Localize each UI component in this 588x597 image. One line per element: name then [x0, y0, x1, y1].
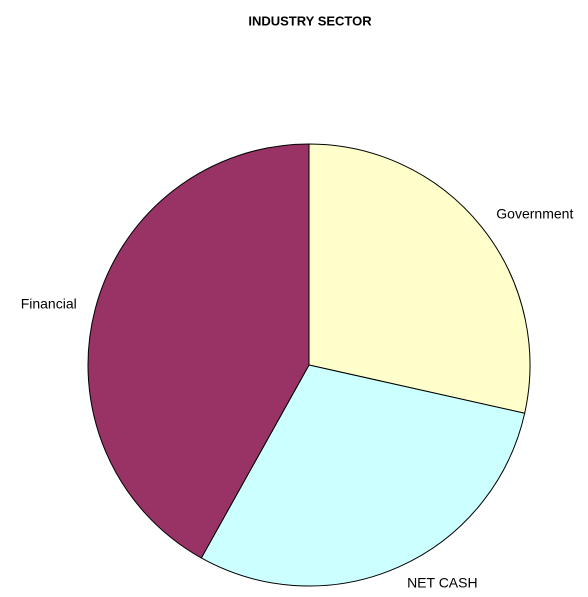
pie-slice [308, 143, 531, 414]
pie-slice [200, 364, 526, 587]
slice-label: Financial [21, 295, 77, 311]
slice-label: NET CASH [407, 575, 478, 591]
pie-slice [87, 143, 310, 559]
chart-title: INDUSTRY SECTOR [248, 13, 372, 28]
slice-label: Government [496, 206, 573, 222]
